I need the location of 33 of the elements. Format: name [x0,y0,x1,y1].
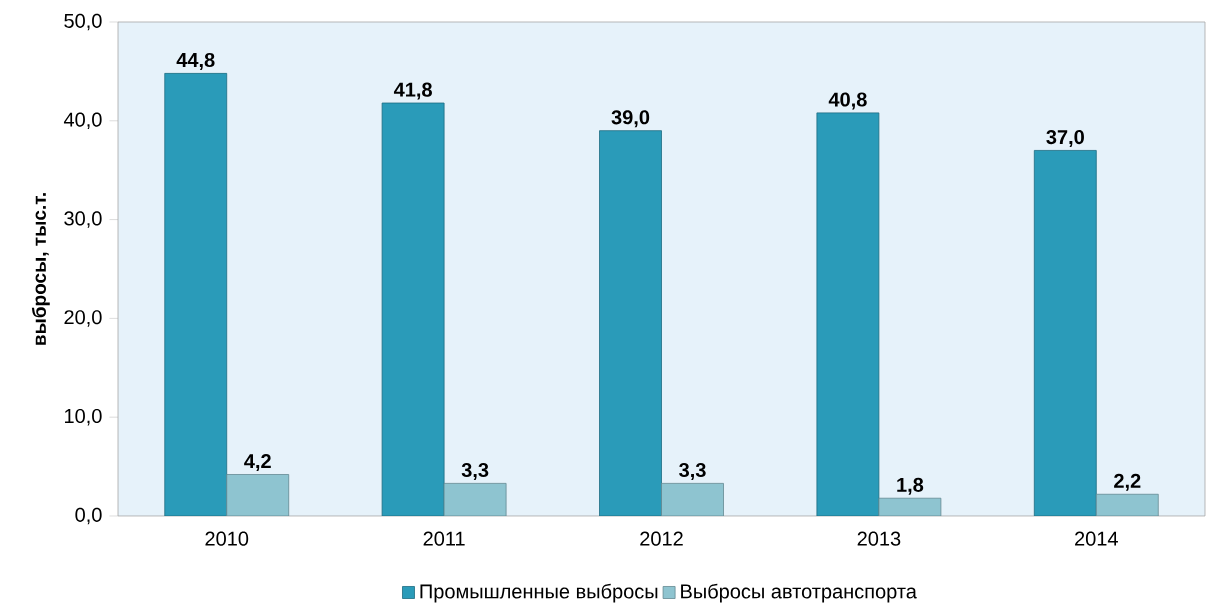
y-tick-label: 0,0 [75,507,102,525]
data-label: 4,2 [244,454,271,472]
data-label: 39,0 [611,110,650,128]
data-label: 2,2 [1114,473,1141,491]
data-label: 3,3 [679,462,706,480]
bar [381,102,445,516]
legend-label: Промышленные выбросы [420,583,658,603]
bar [661,482,724,516]
x-tick-label: 2011 [423,531,465,546]
bar [1095,493,1159,516]
y-tick-label: 30,0 [64,211,102,228]
x-tick-label: 2010 [205,531,249,546]
bar [816,112,880,516]
data-label: 40,8 [828,92,867,110]
bar [599,130,662,516]
legend-label: Выбросы автотранспорта [681,583,917,603]
bar [226,474,290,516]
data-label: 1,8 [897,477,924,495]
data-label: 37,0 [1046,129,1084,148]
bar [1033,150,1097,516]
data-label: 3,3 [461,462,489,480]
y-tick-label: 10,0 [65,408,102,426]
bar [443,482,507,516]
x-tick-label: 2013 [857,531,901,546]
bar [164,72,228,516]
y-tick-label: 50,0 [64,13,102,31]
data-label: 44,8 [176,52,215,70]
data-label: 41,8 [393,82,432,100]
x-tick-label: 2014 [1075,531,1118,546]
x-tick-label: 2012 [640,531,683,546]
y-tick-label: 40,0 [63,112,102,130]
y-axis-title: выбросы, тыс.т. [31,193,50,345]
y-tick-label: 20,0 [64,310,102,327]
